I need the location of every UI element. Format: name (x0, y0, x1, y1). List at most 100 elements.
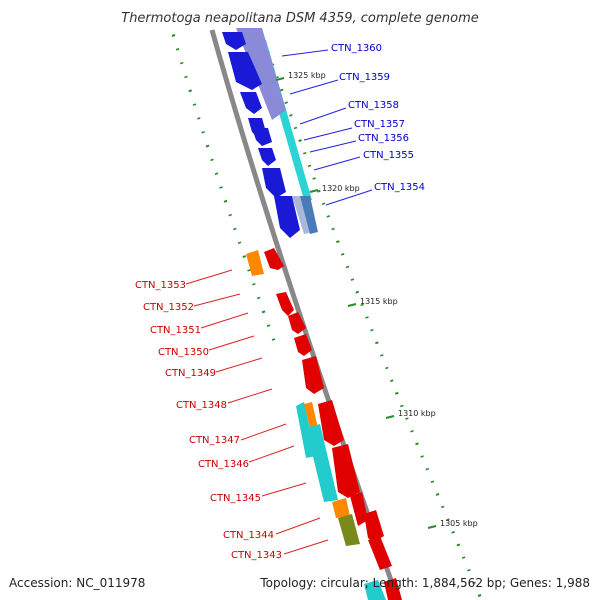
gene-label-ctn-1347[interactable]: CTN_1347 (189, 435, 240, 446)
leader-line (275, 517, 321, 535)
leader-line (281, 49, 329, 57)
gc-dash (242, 255, 247, 259)
gene-arrow-ctn-1351[interactable] (288, 312, 306, 334)
gc-dash (350, 278, 355, 281)
gene-label-ctn-1346[interactable]: CTN_1346 (198, 459, 249, 470)
gene-arrow-ctn-1359[interactable] (228, 52, 262, 90)
gene-olive-1344[interactable] (338, 514, 360, 546)
gc-dash (188, 89, 193, 93)
gene-label-ctn-1348[interactable]: CTN_1348 (176, 400, 227, 411)
gene-orange-1347[interactable] (304, 402, 318, 428)
topology-label: Topology: circular; Length: 1,884,562 bp… (260, 576, 590, 590)
gc-dash (256, 296, 261, 300)
forward-gene-labels: CTN_1353 CTN_1352 CTN_1351 CTN_1350 CTN_… (135, 269, 329, 561)
gene-arrow-ctn-1355[interactable] (262, 168, 286, 198)
leader-line (283, 539, 329, 555)
gc-dash (266, 324, 271, 327)
gc-dash (307, 164, 312, 168)
gene-arrow-ctn-1353[interactable] (264, 248, 284, 270)
gene-arrow-extra-2[interactable] (384, 578, 402, 600)
gene-label-ctn-1360[interactable]: CTN_1360 (331, 43, 382, 54)
gc-dash (420, 455, 424, 458)
gc-dash (233, 227, 237, 231)
gene-orange-1353[interactable] (246, 250, 264, 276)
gene-arrow-ctn-1358a[interactable] (240, 92, 262, 114)
gene-label-ctn-1349[interactable]: CTN_1349 (165, 368, 216, 379)
kbp-tick-mark (385, 415, 395, 419)
gene-label-ctn-1351[interactable]: CTN_1351 (150, 325, 201, 336)
leader-line (185, 269, 233, 285)
gene-label-ctn-1359[interactable]: CTN_1359 (339, 72, 390, 83)
gene-arrow-ctn-1348[interactable] (318, 400, 344, 446)
gene-label-ctn-1357[interactable]: CTN_1357 (354, 119, 405, 130)
gc-dash (425, 467, 430, 471)
gc-dash (284, 101, 288, 104)
gc-track-left (171, 34, 276, 341)
gc-dash (289, 114, 293, 117)
gene-label-ctn-1355[interactable]: CTN_1355 (363, 150, 414, 161)
gene-label-ctn-1344[interactable]: CTN_1344 (223, 530, 274, 541)
gc-dash (405, 417, 409, 420)
lavender-band-reverse (236, 28, 286, 120)
reverse-gene-arrows (222, 32, 318, 238)
gene-label-ctn-1353[interactable]: CTN_1353 (135, 280, 186, 291)
kbp-label: 1320 kbp (322, 184, 360, 193)
gene-cyan-1346[interactable] (306, 424, 338, 502)
gene-label-ctn-1345[interactable]: CTN_1345 (210, 493, 261, 504)
gc-dash (430, 480, 435, 484)
kbp-tick-mark (347, 303, 357, 307)
gc-dash (312, 177, 316, 180)
gene-cyan-bottom[interactable] (364, 580, 386, 600)
gene-label-ctn-1356[interactable]: CTN_1356 (358, 133, 409, 144)
gc-dash (440, 505, 445, 509)
gene-arrow-ctn-1360[interactable] (222, 32, 246, 50)
leader-line (261, 482, 307, 497)
gc-dash (375, 341, 379, 345)
leader-line (200, 312, 249, 329)
leader-line (208, 335, 255, 351)
gc-dash (355, 290, 360, 294)
gene-label-ctn-1358[interactable]: CTN_1358 (348, 100, 399, 111)
gene-arrow-ctn-1354[interactable] (274, 196, 300, 238)
gene-arrow-ctn-1343[interactable] (364, 510, 384, 542)
gc-dash (456, 543, 461, 547)
gene-arrow-steel[interactable] (300, 196, 318, 234)
gc-dash (461, 556, 466, 559)
leader-line (193, 293, 241, 307)
gene-arrow-ctn-1345[interactable] (332, 444, 360, 498)
gc-dash (467, 568, 471, 572)
kbp-label: 1325 kbp (288, 71, 326, 80)
gc-dash (390, 379, 394, 382)
gc-dash (279, 88, 284, 92)
gene-arrow-extra-1[interactable] (368, 536, 392, 570)
gene-label-ctn-1350[interactable]: CTN_1350 (158, 347, 209, 358)
gene-arrow-ctn-1356[interactable] (258, 148, 276, 166)
gene-label-ctn-1352[interactable]: CTN_1352 (143, 302, 194, 313)
gc-dash (360, 303, 364, 307)
leader-line (240, 423, 287, 441)
leader-line (313, 156, 361, 171)
kbp-tick-mark (275, 77, 285, 81)
gc-dash (410, 429, 414, 433)
gene-arrow-ctn-1352[interactable] (276, 292, 294, 316)
gene-arrow-ctn-1349[interactable] (302, 356, 324, 394)
gene-label-ctn-1354[interactable]: CTN_1354 (374, 182, 425, 193)
kbp-tick-mark (427, 525, 437, 529)
gc-dash (336, 240, 340, 244)
gene-arrow-ctn-1344[interactable] (350, 492, 368, 526)
gene-arrow-ctn-1350[interactable] (294, 334, 312, 356)
gene-label-ctn-1343[interactable]: CTN_1343 (231, 550, 282, 561)
gene-arrow-ctn-1357[interactable] (252, 128, 272, 146)
gc-dash (247, 269, 251, 272)
gc-dash (331, 227, 335, 231)
kbp-label: 1315 kbp (360, 297, 398, 306)
gene-orange-1344[interactable] (332, 498, 350, 518)
gc-dash (380, 354, 384, 357)
genome-backbone (209, 29, 401, 600)
gc-dash (400, 404, 404, 408)
gc-dash (321, 202, 326, 206)
gc-dash (219, 186, 223, 189)
map-title: Thermotoga neapolitana DSM 4359, complet… (121, 11, 479, 26)
